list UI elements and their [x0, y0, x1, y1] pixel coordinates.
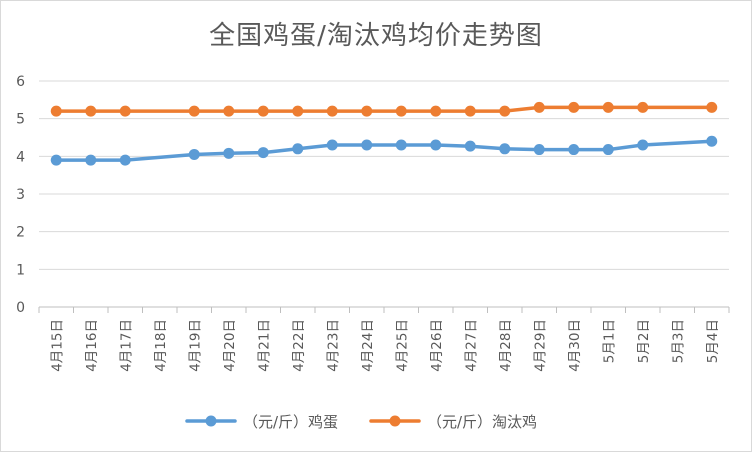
series-1-point [292, 143, 304, 155]
x-tick-label: 5月4日 [705, 319, 721, 363]
x-tick-label: 4月27日 [463, 319, 479, 372]
x-tick-label: 4月26日 [429, 319, 445, 372]
series-1-point [499, 143, 511, 155]
x-tick-label: 4月23日 [325, 319, 341, 372]
series-1-point [257, 147, 269, 159]
series-2-point [50, 105, 62, 117]
x-tick-label: 4月24日 [360, 319, 376, 372]
series-1-point [602, 144, 614, 156]
x-tick-label: 4月28日 [498, 319, 514, 372]
series-1-point [361, 139, 373, 151]
chart-title: 全国鸡蛋/淘汰鸡均价走势图 [209, 21, 543, 51]
series-2-point [430, 105, 442, 117]
x-tick-label: 4月22日 [291, 319, 307, 372]
y-tick-label: 0 [16, 300, 25, 316]
y-tick-label: 4 [16, 149, 25, 165]
series-1-point [464, 140, 476, 152]
x-tick-label: 4月25日 [394, 319, 410, 372]
series-2-point [499, 105, 511, 117]
series-2-point [395, 105, 407, 117]
x-tick-label: 4月18日 [153, 319, 169, 372]
series-2-point [119, 105, 131, 117]
x-tick-label: 4月30日 [567, 319, 583, 372]
x-tick-label: 5月2日 [636, 319, 652, 363]
series-2-point [292, 105, 304, 117]
series-2-point [568, 101, 580, 113]
series-2-point [361, 105, 373, 117]
series-2-point [533, 101, 545, 113]
y-tick-label: 5 [16, 112, 25, 128]
series-1-point [706, 135, 718, 147]
x-tick-label: 4月15日 [49, 319, 65, 372]
series-2-point [257, 105, 269, 117]
y-tick-label: 2 [16, 225, 25, 241]
x-tick-label: 4月19日 [187, 319, 203, 372]
series-2-point [706, 101, 718, 113]
series-1-point [533, 144, 545, 156]
legend-swatch-marker [205, 415, 217, 427]
y-tick-label: 3 [16, 187, 25, 203]
series-1-point [430, 139, 442, 151]
x-tick-label: 4月20日 [222, 319, 238, 372]
y-tick-label: 6 [16, 74, 25, 90]
series-line-1 [54, 139, 714, 162]
series-1-point [568, 144, 580, 156]
y-tick-label: 1 [16, 262, 25, 278]
series-1-point [395, 139, 407, 151]
legend-swatch-marker [389, 415, 401, 427]
series-2-point [464, 105, 476, 117]
series-1-point [637, 139, 649, 151]
x-tick-label: 4月29日 [532, 319, 548, 372]
x-tick-label: 4月16日 [84, 319, 100, 372]
series-1-point [50, 154, 62, 166]
series-1-point [223, 147, 235, 159]
series-2-point [223, 105, 235, 117]
legend-label: （元/斤）鸡蛋 [243, 413, 338, 431]
series-line-2 [54, 105, 714, 113]
series-1-point [119, 154, 131, 166]
series-1-point [188, 148, 200, 160]
x-tick-label: 4月21日 [256, 319, 272, 372]
series-2-point [602, 101, 614, 113]
series-2-point [188, 105, 200, 117]
series-1-point [326, 139, 338, 151]
series-2-point [637, 101, 649, 113]
legend-label: （元/斤）淘汰鸡 [427, 413, 537, 431]
series-2-point [85, 105, 97, 117]
x-tick-label: 5月3日 [670, 319, 686, 363]
x-tick-label: 5月1日 [601, 319, 617, 363]
series-2-point [326, 105, 338, 117]
x-tick-label: 4月17日 [118, 319, 134, 372]
series-1-point [85, 154, 97, 166]
